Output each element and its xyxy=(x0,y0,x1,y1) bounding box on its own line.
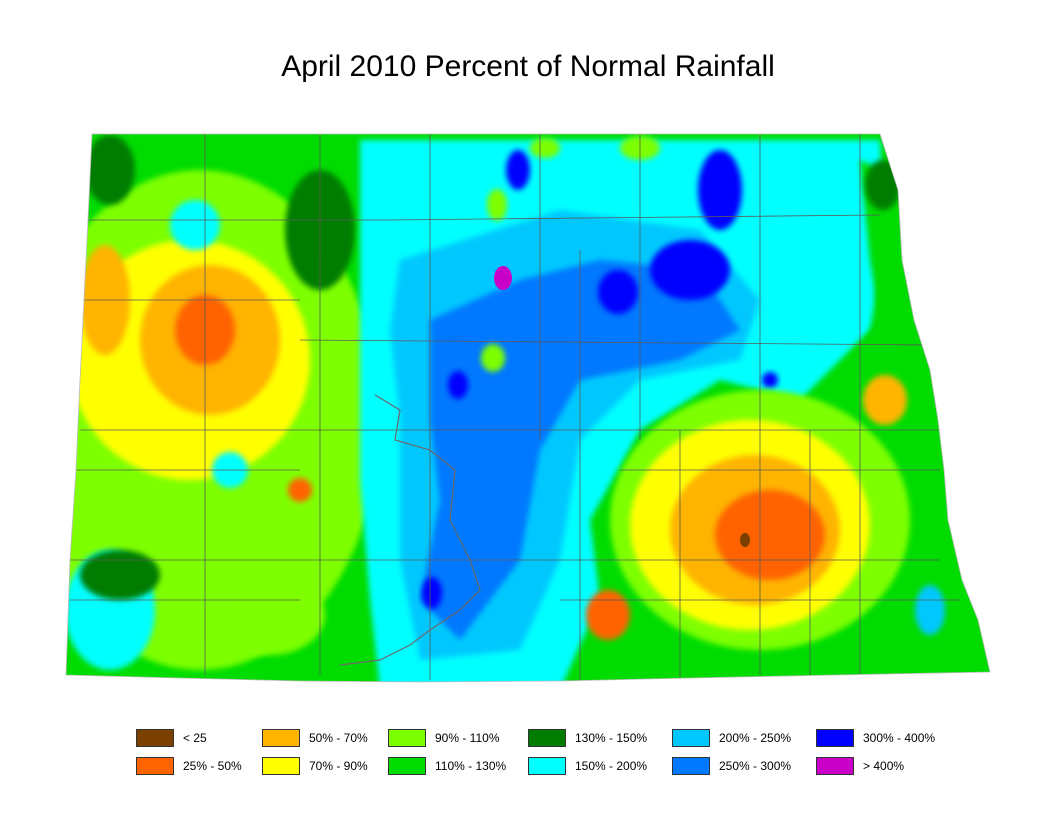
region-se-200-250 xyxy=(915,585,945,635)
region-n-spot-300-400 xyxy=(598,270,638,314)
legend-item: 70% - 90% xyxy=(262,756,368,776)
legend-swatch xyxy=(136,729,174,747)
legend-item: 200% - 250% xyxy=(672,728,791,748)
legend-item: 300% - 400% xyxy=(816,728,935,748)
rainfall-regions xyxy=(66,134,990,682)
region-w-spot-25-50 xyxy=(288,478,312,502)
legend-item: > 400% xyxy=(816,756,904,776)
region-n2-green-spot xyxy=(530,138,560,158)
legend-item: < 25 xyxy=(136,728,207,748)
region-c-green-spot xyxy=(481,344,505,372)
legend-item: 150% - 200% xyxy=(528,756,647,776)
region-below-25 xyxy=(740,533,750,547)
region-s-spot-300-400 xyxy=(422,577,442,609)
legend-label: 50% - 70% xyxy=(309,731,368,745)
region-nw-150-200 xyxy=(170,200,220,250)
region-nw-130-150 xyxy=(85,135,135,205)
legend-label: 110% - 130% xyxy=(435,759,507,773)
legend-label: 70% - 90% xyxy=(309,759,368,773)
legend-label: > 400% xyxy=(863,759,905,773)
region-e-50-70 xyxy=(863,375,907,425)
legend-swatch xyxy=(262,757,300,775)
state-outline xyxy=(65,133,991,683)
region-ne-300-400 xyxy=(698,150,742,230)
legend-label: 130% - 150% xyxy=(575,731,648,745)
region-n2-spot-300-400 xyxy=(506,150,530,190)
legend-swatch xyxy=(388,729,426,747)
region-sw-90-110 xyxy=(215,575,325,655)
region-s-25-50 xyxy=(586,590,630,640)
legend-item: 250% - 300% xyxy=(672,756,791,776)
legend-swatch xyxy=(262,729,300,747)
legend-label: 250% - 300% xyxy=(719,759,792,773)
legend-swatch xyxy=(528,729,566,747)
region-e-spot-300-400 xyxy=(762,372,778,388)
legend-swatch xyxy=(816,729,854,747)
region-ne2-300-400 xyxy=(650,240,730,300)
legend-swatch xyxy=(528,757,566,775)
legend-label: 90% - 110% xyxy=(435,731,500,745)
legend-label: 150% - 200% xyxy=(575,759,648,773)
region-ne-130-150 xyxy=(865,160,901,210)
map-title: April 2010 Percent of Normal Rainfall xyxy=(281,50,775,83)
legend-label: 25% - 50% xyxy=(183,759,242,773)
legend-item: 110% - 130% xyxy=(388,756,506,776)
legend-swatch xyxy=(136,757,174,775)
legend-item: 50% - 70% xyxy=(262,728,368,748)
legend-swatch xyxy=(388,757,426,775)
legend-item: 90% - 110% xyxy=(388,728,499,748)
legend-swatch xyxy=(816,757,854,775)
region-sw-130-150 xyxy=(80,550,160,600)
legend-label: 300% - 400% xyxy=(863,731,936,745)
river-line xyxy=(339,394,481,666)
legend-swatch xyxy=(672,729,710,747)
legend: < 25 25% - 50% 50% - 70% 70% - 90% 90% - 110… xyxy=(136,728,976,784)
legend-item: 25% - 50% xyxy=(136,756,242,776)
region-c-spot-300-400 xyxy=(448,371,468,399)
legend-label: < 25 xyxy=(183,731,207,745)
legend-item: 130% - 150% xyxy=(528,728,647,748)
region-over-400 xyxy=(494,266,512,290)
legend-swatch xyxy=(672,757,710,775)
region-se-25-50 xyxy=(715,490,825,580)
legend-label: 200% - 250% xyxy=(719,731,792,745)
region-n-green-spot xyxy=(487,189,507,221)
county-lines xyxy=(70,134,960,681)
